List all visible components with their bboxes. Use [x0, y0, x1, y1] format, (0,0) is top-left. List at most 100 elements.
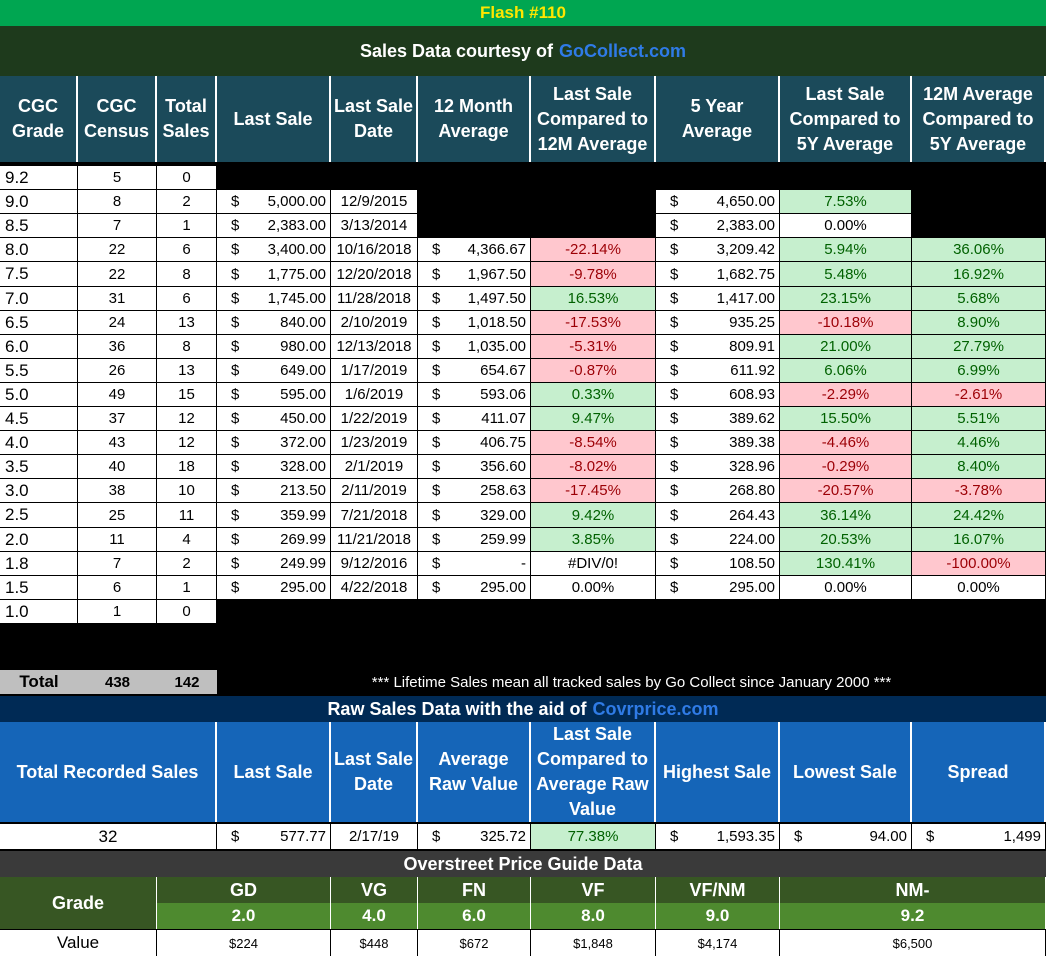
currency-symbol: $: [432, 265, 441, 283]
last-sale-cell-value: 450.00: [280, 410, 326, 427]
currency-symbol: $: [231, 410, 240, 427]
raw-sales-title: Raw Sales Data with the aid of Covrprice.…: [0, 696, 1046, 722]
avg12-vs-avg5-cell: -2.61%: [912, 383, 1046, 407]
avg12-vs-avg5-cell: 0.00%: [912, 576, 1046, 600]
grade-cell: 7.5: [0, 262, 78, 287]
avg12-cell-value: 593.06: [480, 386, 526, 403]
census-cell: 40: [78, 455, 157, 479]
grade-cell: 8.0: [0, 238, 78, 262]
cmp5-cell: 130.41%: [780, 552, 912, 576]
avg12-cell: $593.06: [418, 383, 531, 407]
grade-number-5: 9.2: [780, 903, 1046, 929]
total-sales-cell: 8: [157, 262, 217, 287]
grade-value-2: $672: [418, 930, 531, 956]
avg12-cell: $259.99: [418, 528, 531, 552]
currency-symbol: $: [432, 458, 441, 475]
avg5-cell: $1,417.00: [656, 287, 780, 311]
cgc-header-7: 5 Year Average: [656, 76, 780, 162]
gocollect-link: GoCollect.com: [559, 40, 687, 61]
currency-symbol: $: [670, 241, 679, 258]
census-cell: 1: [78, 600, 157, 624]
last-sale-cell: $649.00: [217, 359, 331, 383]
last-sale-cell: $359.99: [217, 503, 331, 528]
total-sales-cell: 2: [157, 190, 217, 214]
raw-compare-average: 77.38%: [531, 824, 656, 850]
avg5-cell-value: 295.00: [729, 579, 775, 596]
avg12-cell: $295.00: [418, 576, 531, 600]
cgc-header-4: Last Sale Date: [331, 76, 418, 162]
cmp12-cell: -0.87%: [531, 359, 656, 383]
last-sale-cell: $840.00: [217, 311, 331, 335]
cmp5-cell: 7.53%: [780, 190, 912, 214]
avg5-cell-value: 328.96: [729, 458, 775, 475]
cmp12-cell: 0.00%: [531, 576, 656, 600]
total-sales-cell: 12: [157, 407, 217, 431]
avg12-cell: $654.67: [418, 359, 531, 383]
avg12-cell: $1,967.50: [418, 262, 531, 287]
currency-symbol: $: [432, 434, 441, 451]
currency-symbol: $: [432, 290, 441, 307]
last-sale-date-cell: 11/28/2018: [331, 287, 418, 311]
last-sale-cell: $980.00: [217, 335, 331, 359]
grade-cell: 8.5: [0, 214, 78, 238]
currency-symbol: $: [432, 555, 441, 572]
avg5-cell: $935.25: [656, 311, 780, 335]
last-sale-date-cell: 2/10/2019: [331, 311, 418, 335]
last-sale-cell: $328.00: [217, 455, 331, 479]
avg5-cell-value: 108.50: [729, 555, 775, 572]
avg5-cell-value: 809.91: [729, 338, 775, 355]
avg12-cell: $329.00: [418, 503, 531, 528]
raw-average-value-value: 325.72: [480, 828, 526, 845]
total-sales-cell: 18: [157, 455, 217, 479]
grade-cell: 5.5: [0, 359, 78, 383]
raw-last-sale-date: 2/17/19: [331, 824, 418, 850]
avg12-cell-value: 329.00: [480, 506, 526, 524]
raw-header-0: Total Recorded Sales: [0, 722, 217, 822]
last-sale-date-cell: 7/21/2018: [331, 503, 418, 528]
avg12-vs-avg5-cell: 27.79%: [912, 335, 1046, 359]
currency-symbol: $: [670, 458, 679, 475]
raw-header-5: Highest Sale: [656, 722, 780, 822]
cmp12-cell: 9.42%: [531, 503, 656, 528]
raw-header-4: Last Sale Compared to Average Raw Value: [531, 722, 656, 822]
avg5-cell-value: 4,650.00: [716, 193, 775, 210]
cmp5-cell: 5.94%: [780, 238, 912, 262]
avg5-cell-value: 224.00: [729, 531, 775, 548]
census-cell: 49: [78, 383, 157, 407]
cmp5-cell: -4.46%: [780, 431, 912, 455]
avg5-cell: $264.43: [656, 503, 780, 528]
last-sale-cell: $249.99: [217, 552, 331, 576]
avg12-cell-value: 411.07: [481, 410, 526, 427]
avg5-cell: $809.91: [656, 335, 780, 359]
last-sale-date-cell: 1/17/2019: [331, 359, 418, 383]
avg12-cell-value: 406.75: [480, 434, 526, 451]
cmp12-cell: -8.54%: [531, 431, 656, 455]
grade-cell: 6.5: [0, 311, 78, 335]
census-cell: 7: [78, 552, 157, 576]
avg12-cell-value: 1,497.50: [467, 290, 526, 307]
raw-spread: $1,499: [912, 824, 1046, 850]
avg5-cell-value: 264.43: [729, 506, 775, 524]
last-sale-date-cell: 12/9/2015: [331, 190, 418, 214]
cmp12-cell: 9.47%: [531, 407, 656, 431]
raw-header-1: Last Sale: [217, 722, 331, 822]
currency-symbol: $: [670, 362, 679, 379]
cmp12-cell: -9.78%: [531, 262, 656, 287]
census-cell: 11: [78, 528, 157, 552]
currency-symbol: $: [231, 531, 240, 548]
last-sale-date-cell: 1/22/2019: [331, 407, 418, 431]
last-sale-cell: $269.99: [217, 528, 331, 552]
currency-symbol: $: [231, 506, 240, 524]
overstreet-value-label: Value: [0, 930, 157, 956]
cgc-header-8: Last Sale Compared to 5Y Average: [780, 76, 912, 162]
census-cell: 36: [78, 335, 157, 359]
cgc-header-0: CGC Grade: [0, 76, 78, 162]
last-sale-cell-value: 595.00: [280, 386, 326, 403]
grade-cell: 1.5: [0, 576, 78, 600]
currency-symbol: $: [670, 434, 679, 451]
last-sale-date-cell: 1/6/2019: [331, 383, 418, 407]
grade-cell: 9.2: [0, 166, 78, 190]
census-cell: 24: [78, 311, 157, 335]
currency-symbol: $: [670, 265, 679, 283]
currency-symbol: $: [231, 217, 240, 234]
